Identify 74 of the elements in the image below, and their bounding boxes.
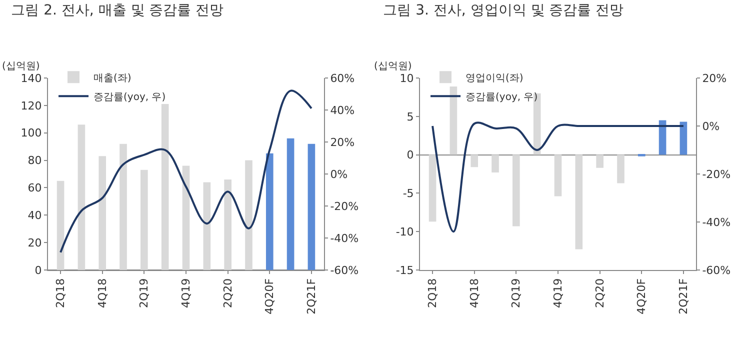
chart-title: 그림 2. 전사, 매출 및 증감률 전망 [11, 2, 224, 19]
y-tick-label: 20 [28, 236, 42, 250]
bar [428, 154, 436, 222]
bar [140, 170, 148, 270]
bar [658, 120, 666, 155]
x-tick-label: 2Q18 [426, 278, 440, 308]
bar [596, 154, 604, 168]
bar [182, 166, 190, 270]
y2-tick-label: 0% [702, 120, 720, 133]
y2-tick-label: -60% [330, 264, 359, 277]
bar [266, 153, 274, 270]
y-tick-label: 80 [28, 154, 42, 168]
legend-label: 증감률(yoy, 우) [94, 92, 166, 104]
line-series [432, 122, 684, 233]
y-tick-label: -15 [396, 264, 414, 277]
x-tick-label: 4Q19 [180, 278, 193, 308]
y-tick-label: 100 [20, 126, 42, 140]
bar [161, 104, 169, 270]
y-tick-label: -5 [402, 187, 414, 200]
x-tick-label: 2Q21F [677, 278, 690, 314]
y2-tick-label: -60% [702, 264, 731, 277]
bar [203, 182, 211, 270]
bar [120, 144, 127, 270]
y2-tick-label: 40% [330, 104, 355, 117]
y-tick-label: 10 [400, 72, 414, 85]
y-tick-label: -10 [396, 225, 414, 238]
y-tick-label: 0 [406, 148, 414, 162]
x-tick-label: 2Q20 [221, 278, 234, 308]
y2-tick-label: -40% [330, 232, 359, 245]
y2-tick-label: 20% [702, 72, 727, 85]
bar [680, 122, 688, 155]
bar [492, 154, 499, 172]
bar [470, 154, 478, 168]
legend-label: 영업이익(좌) [466, 73, 524, 84]
x-tick-label: 4Q20F [635, 278, 648, 314]
y2-tick-label: -40% [702, 216, 731, 229]
y-axis-title: (십억원) [2, 61, 40, 72]
x-tick-label: 4Q18 [468, 278, 481, 308]
x-tick-label: 4Q19 [552, 278, 565, 308]
y-tick-label: 120 [20, 99, 42, 112]
bar [245, 160, 252, 270]
chart-title: 그림 3. 전사, 영업이익 및 증감률 전망 [383, 2, 624, 19]
bar [56, 180, 64, 270]
bar [554, 154, 562, 196]
y-tick-label: 5 [406, 110, 414, 124]
y-tick-label: 40 [28, 208, 42, 222]
y2-tick-label: 0% [330, 168, 348, 181]
x-tick-label: 2Q20 [593, 278, 606, 308]
y2-tick-label: 20% [330, 136, 355, 149]
y-axis-title: (십억원) [374, 61, 412, 72]
bar [450, 86, 458, 155]
x-tick-label: 2Q21F [305, 278, 318, 314]
y2-tick-label: 60% [330, 72, 355, 85]
y-tick-label: 60 [28, 182, 42, 195]
x-tick-label: 2Q19 [510, 278, 523, 308]
x-tick-label: 4Q20F [263, 278, 276, 314]
bar [617, 154, 624, 184]
bar [224, 179, 232, 270]
line-series [60, 90, 312, 254]
x-tick-label: 2Q18 [54, 278, 68, 308]
y-tick-label: 0 [34, 264, 42, 277]
bar [512, 154, 520, 226]
y-tick-label: 140 [20, 72, 42, 85]
legend-label: 매출(좌) [94, 73, 132, 84]
bar [286, 138, 294, 270]
y2-tick-label: -20% [702, 168, 731, 181]
bar [98, 156, 106, 270]
bar [308, 144, 316, 270]
legend-label: 증감률(yoy, 우) [466, 92, 538, 104]
x-tick-label: 4Q18 [96, 278, 109, 308]
bar [575, 154, 583, 250]
y2-tick-label: -20% [330, 200, 359, 213]
bar [78, 124, 86, 270]
x-tick-label: 2Q19 [138, 278, 151, 308]
